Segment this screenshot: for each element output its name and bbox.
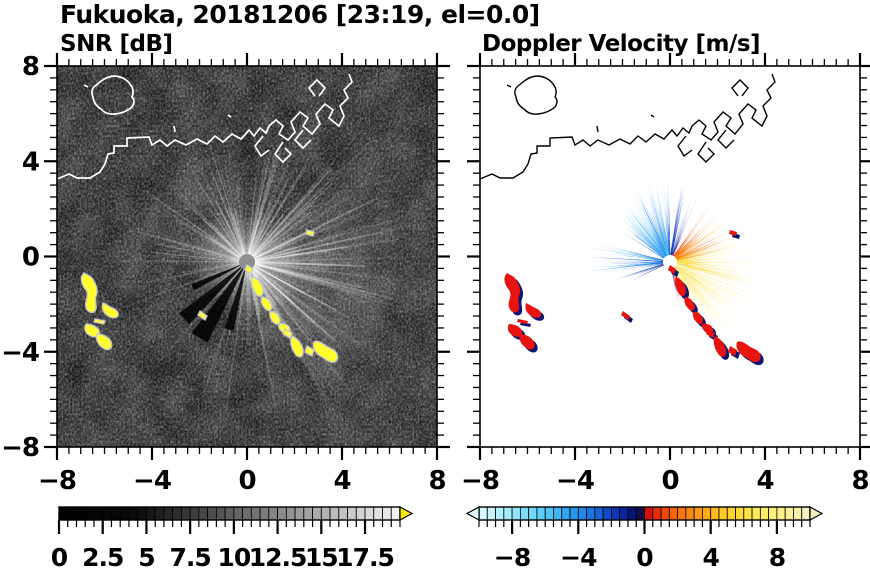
colorbar-tick-label: 8 bbox=[769, 543, 785, 570]
snr-panel-title: SNR [dB] bbox=[60, 31, 173, 57]
colorbar-tick-label: −4 bbox=[560, 543, 597, 570]
x-tick-label: 4 bbox=[333, 466, 350, 496]
y-tick-label: 4 bbox=[22, 147, 39, 177]
y-tick-label: −4 bbox=[1, 338, 39, 368]
y-tick-label: −8 bbox=[1, 433, 39, 463]
x-tick-label: 0 bbox=[661, 466, 678, 496]
colorbar-tick-label: 7.5 bbox=[170, 543, 211, 570]
velocity-colorbar: −8 −4 0 4 8 bbox=[465, 505, 824, 570]
colorbar-tick-label: 15 bbox=[305, 543, 338, 570]
colorbar-over-arrow bbox=[399, 505, 414, 522]
x-tick-label: −8 bbox=[38, 466, 76, 496]
colorbar-tick-label: 12.5 bbox=[249, 543, 307, 570]
x-tick-label: 8 bbox=[851, 466, 868, 496]
velocity-panel-title: Doppler Velocity [m/s] bbox=[482, 31, 761, 57]
colorbar-tick-label: 10 bbox=[217, 543, 250, 570]
y-tick-label: 8 bbox=[22, 52, 39, 82]
axis-ticks bbox=[44, 53, 450, 460]
x-tick-label: −4 bbox=[133, 466, 171, 496]
colorbar-under-arrow bbox=[465, 505, 480, 522]
colorbar-tick-label: 17.5 bbox=[336, 543, 394, 570]
figure-title: Fukuoka, 20181206 [23:19, el=0.0] bbox=[60, 0, 540, 29]
radar-center-disk-velocity bbox=[663, 255, 677, 269]
colorbar-tick-label: 2.5 bbox=[82, 543, 123, 570]
colorbar-tick-label: 5 bbox=[138, 543, 154, 570]
snr-map bbox=[57, 66, 437, 447]
x-tick-label: −4 bbox=[556, 466, 594, 496]
x-tick-label: −8 bbox=[461, 466, 499, 496]
x-tick-label: 0 bbox=[238, 466, 255, 496]
velocity-fan bbox=[583, 174, 779, 355]
axis-ticks bbox=[467, 53, 870, 460]
colorbar-tick-label: 4 bbox=[702, 543, 719, 570]
colorbar-tick-label: −8 bbox=[494, 543, 530, 570]
snr-clutter-streaks bbox=[81, 113, 437, 447]
x-tick-label: 4 bbox=[756, 466, 773, 496]
colorbar-tick-label: 0 bbox=[51, 543, 68, 570]
velocity-map bbox=[480, 66, 860, 447]
colorbar-over-arrow bbox=[809, 505, 824, 522]
x-tick-label: 8 bbox=[428, 466, 445, 496]
colorbar-tick-label: 0 bbox=[636, 543, 653, 570]
y-tick-label: 0 bbox=[22, 243, 39, 273]
radar-center-disk-snr bbox=[239, 254, 255, 270]
